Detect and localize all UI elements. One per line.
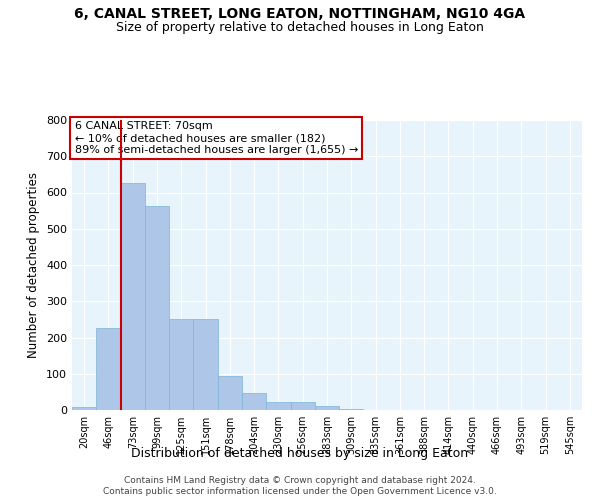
Bar [315,406,339,410]
Text: 6 CANAL STREET: 70sqm
← 10% of detached houses are smaller (182)
89% of semi-det: 6 CANAL STREET: 70sqm ← 10% of detached … [74,122,358,154]
Bar [266,402,290,410]
Bar [145,206,169,410]
Text: Contains HM Land Registry data © Crown copyright and database right 2024.: Contains HM Land Registry data © Crown c… [124,476,476,485]
Text: Distribution of detached houses by size in Long Eaton: Distribution of detached houses by size … [131,448,469,460]
Text: Size of property relative to detached houses in Long Eaton: Size of property relative to detached ho… [116,21,484,34]
Bar [169,320,193,410]
Text: 6, CANAL STREET, LONG EATON, NOTTINGHAM, NG10 4GA: 6, CANAL STREET, LONG EATON, NOTTINGHAM,… [74,8,526,22]
Text: Contains public sector information licensed under the Open Government Licence v3: Contains public sector information licen… [103,487,497,496]
Bar [218,376,242,410]
Bar [72,407,96,410]
Bar [193,320,218,410]
Bar [290,402,315,410]
Bar [121,184,145,410]
Bar [96,328,121,410]
Y-axis label: Number of detached properties: Number of detached properties [28,172,40,358]
Bar [242,392,266,410]
